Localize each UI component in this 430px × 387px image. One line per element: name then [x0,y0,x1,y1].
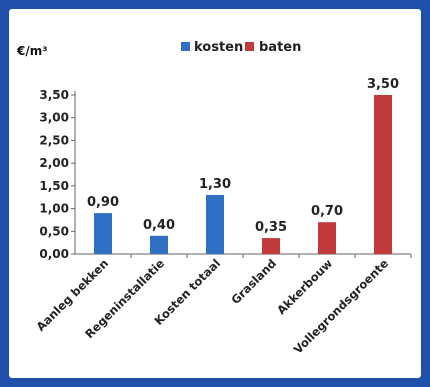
category-label: Vollegrondsgroente [291,256,392,357]
bar-baten-3 [262,238,280,254]
bar-kosten-2 [206,194,224,254]
plot-area: 0,000,501,001,502,002,503,003,500,90Aanl… [33,77,412,357]
category-label: Akkerbouw [274,256,335,317]
unit-label: €/m³ [16,44,48,58]
bar-baten-4 [318,222,336,254]
legend: kosten baten [181,40,301,55]
chart-frame: €/m³ kosten baten 0,00 0,50 1,00 1,50 2,00 2,… [9,9,421,378]
legend-swatch-kosten [181,42,190,51]
data-label: 0,35 [255,220,287,235]
y-tick-label: 2,00 [39,156,69,170]
data-label: 0,40 [143,218,175,233]
bar-kosten-1 [150,235,168,254]
legend-swatch-baten [245,42,254,51]
y-tick-label: 3,00 [39,111,69,125]
legend-label-kosten: kosten [194,40,243,55]
bar-kosten-0 [94,213,112,254]
y-tick-label: 1,00 [39,202,69,216]
data-label: 3,50 [367,77,399,92]
bar-baten-5 [374,95,392,254]
category-label: Grasland [228,256,279,307]
data-label: 0,70 [311,204,343,219]
y-tick-label: 2,50 [39,133,69,147]
legend-label-baten: baten [259,40,301,55]
y-tick-label: 1,50 [39,179,69,193]
data-label: 0,90 [87,195,119,210]
y-tick-label: 3,50 [39,88,69,102]
y-tick-label: 0,50 [39,224,69,238]
data-label: 1,30 [199,177,231,192]
bar-chart: €/m³ kosten baten 0,00 0,50 1,00 1,50 2,00 2,… [16,40,412,357]
y-tick-label: 0,00 [39,247,69,261]
